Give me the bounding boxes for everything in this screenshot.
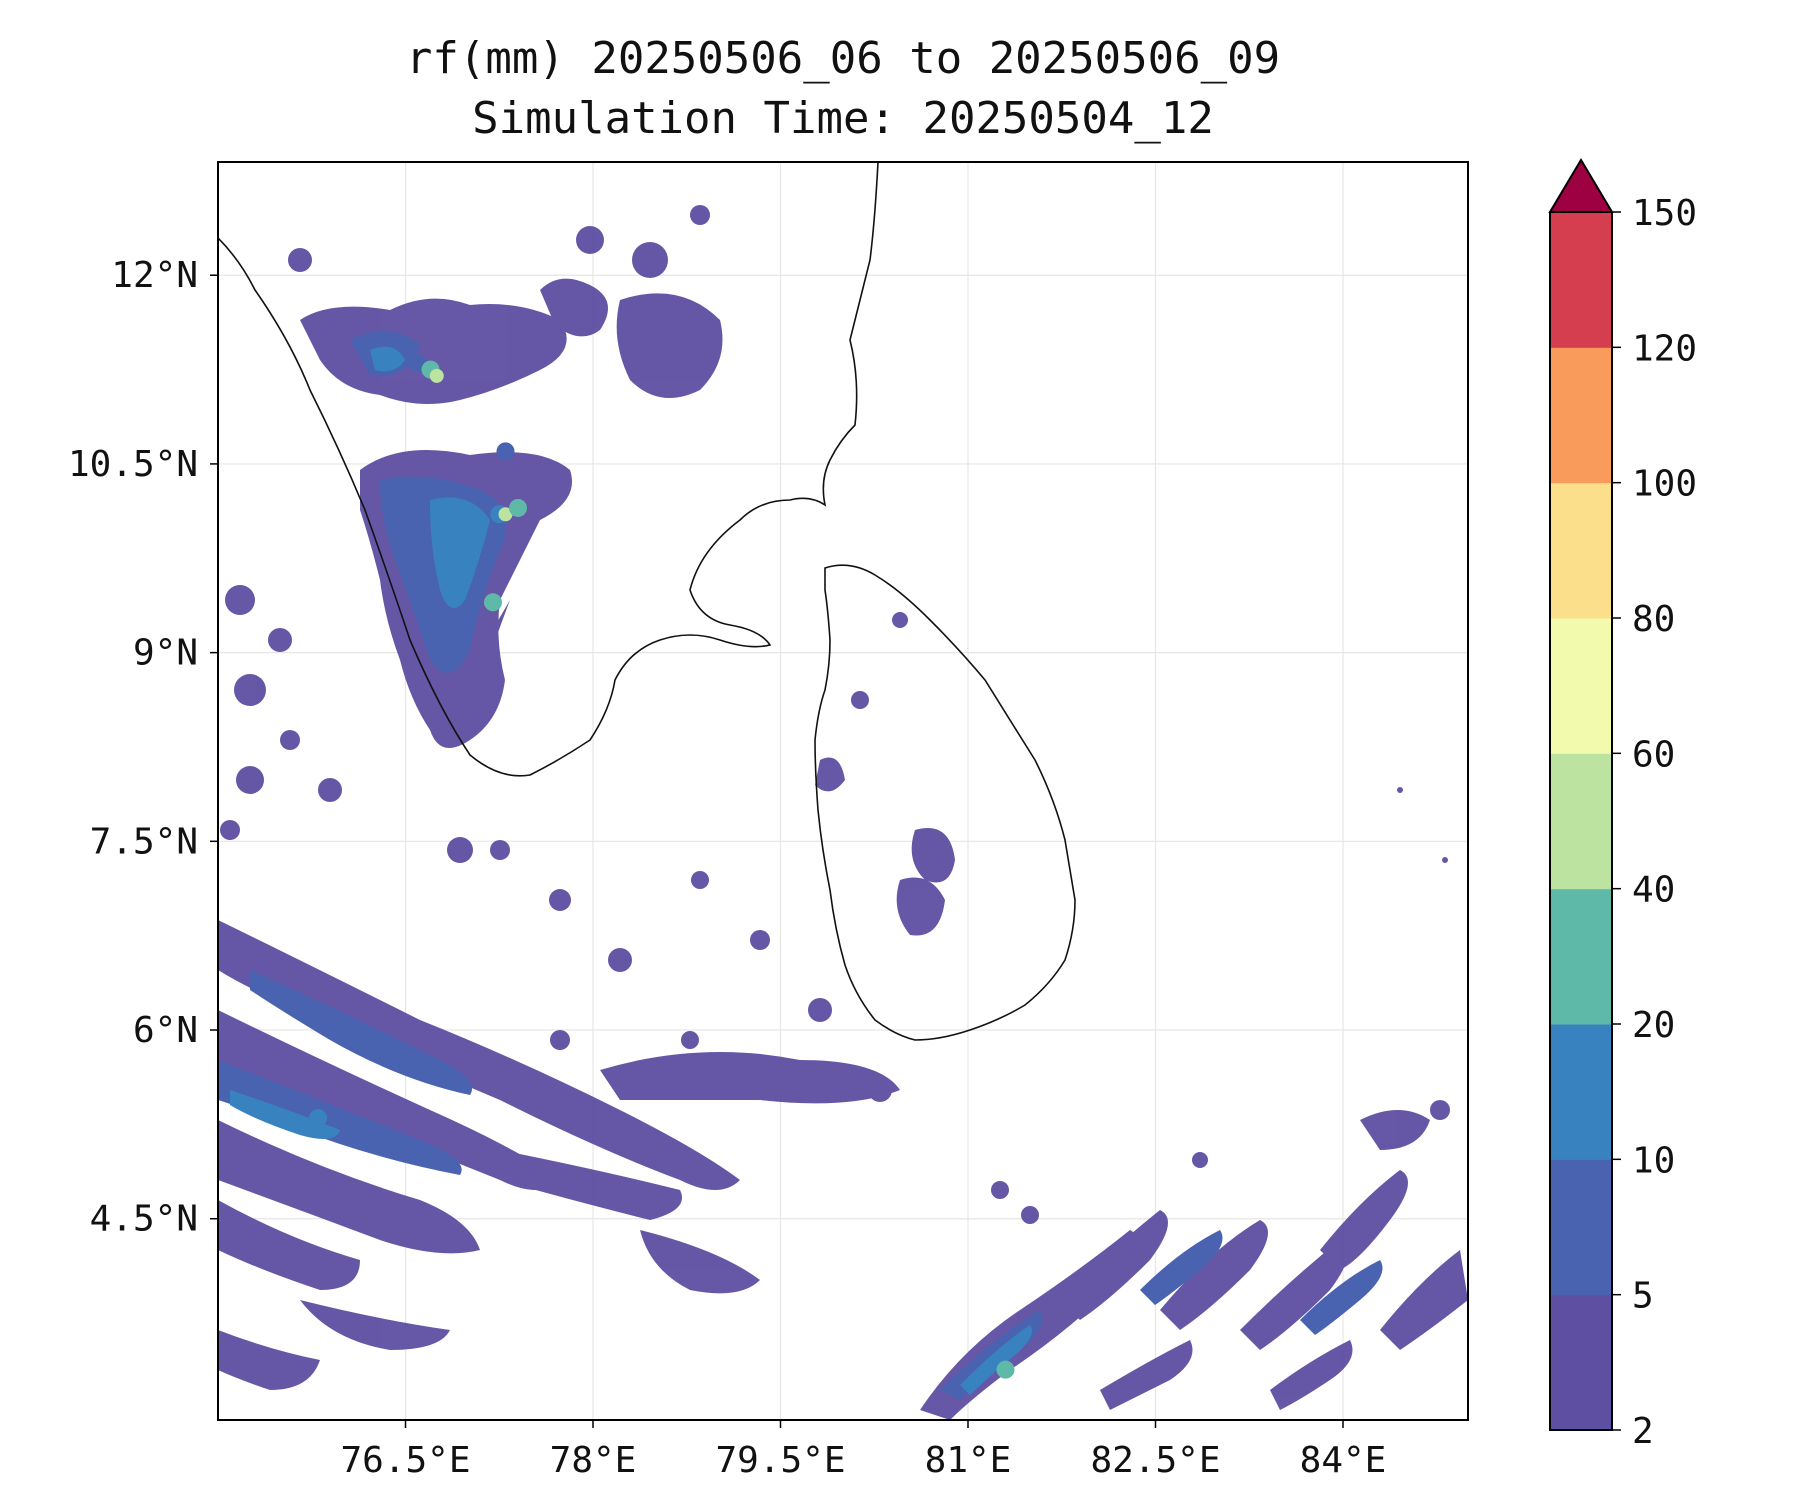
colorbar-tick-label: 100 <box>1632 464 1697 505</box>
colorbar-segment <box>1550 482 1612 619</box>
rainfall-cell <box>496 442 515 461</box>
colorbar-segment <box>1550 347 1612 484</box>
rainfall-cell <box>498 507 513 522</box>
colorbar-segment <box>1550 1159 1612 1296</box>
colorbar-tick-label: 40 <box>1632 870 1675 911</box>
colorbar-tick-label: 150 <box>1632 193 1697 234</box>
lat-tick-label: 12°N <box>111 255 198 296</box>
rainfall-cell <box>996 1360 1015 1379</box>
colorbar-segment <box>1550 1294 1612 1431</box>
rainfall-field-heavy <box>230 346 1033 1395</box>
india-west-coast <box>218 162 879 777</box>
colorbar-tick-label: 20 <box>1632 1005 1675 1046</box>
rainfall-cell <box>484 593 502 612</box>
colorbar-extend-arrow <box>1548 158 1614 213</box>
colorbar-tick-label: 5 <box>1632 1276 1654 1317</box>
gridlines <box>218 162 1468 1420</box>
map-subtitle: Simulation Time: 20250504_12 <box>472 93 1214 144</box>
map-axes: 76.5°E 78°E 79.5°E 81°E 82.5°E 84°E 12°N 10.5°N… <box>68 255 1386 1481</box>
sri-lanka-coast <box>814 564 1076 1041</box>
lat-tick-label: 6°N <box>133 1010 198 1051</box>
rainfall-cell <box>429 368 444 383</box>
lon-tick-label: 78°E <box>550 1440 637 1481</box>
colorbar-tick-label: 120 <box>1632 328 1697 369</box>
colorbar-segment <box>1550 212 1612 348</box>
map-area <box>218 162 1468 1420</box>
colorbar-segment <box>1550 888 1612 1025</box>
colorbar-segment <box>1550 618 1612 754</box>
lat-tick-label: 10.5°N <box>68 444 198 485</box>
lon-tick-label: 81°E <box>925 1440 1012 1481</box>
rainfall-cell <box>309 1109 327 1128</box>
map-frame <box>217 161 1469 1421</box>
colorbar-tick-label: 80 <box>1632 599 1675 640</box>
coastlines <box>218 162 1076 1041</box>
lat-tick-label: 4.5°N <box>90 1199 198 1240</box>
lon-tick-label: 79.5°E <box>715 1440 845 1481</box>
colorbar-tick-label: 2 <box>1632 1411 1654 1452</box>
lat-tick-label: 7.5°N <box>90 821 198 862</box>
rainfall-cell <box>509 498 527 517</box>
lon-tick-label: 82.5°E <box>1090 1440 1220 1481</box>
lon-tick-label: 84°E <box>1300 1440 1387 1481</box>
colorbar-segment <box>1550 1024 1612 1160</box>
colorbar-tick-label: 10 <box>1632 1140 1675 1181</box>
rainfall-maxima <box>309 354 1015 1379</box>
map-title: rf(mm) 20250506_06 to 20250506_09 <box>405 33 1281 84</box>
colorbar-segment <box>1550 753 1612 890</box>
lat-tick-label: 9°N <box>133 633 198 674</box>
colorbar: 2 5 10 20 40 60 80 100 120 150 <box>1548 158 1697 1452</box>
colorbar-frame <box>1549 212 1613 1431</box>
colorbar-tick-label: 60 <box>1632 734 1675 775</box>
lon-tick-label: 76.5°E <box>340 1440 470 1481</box>
